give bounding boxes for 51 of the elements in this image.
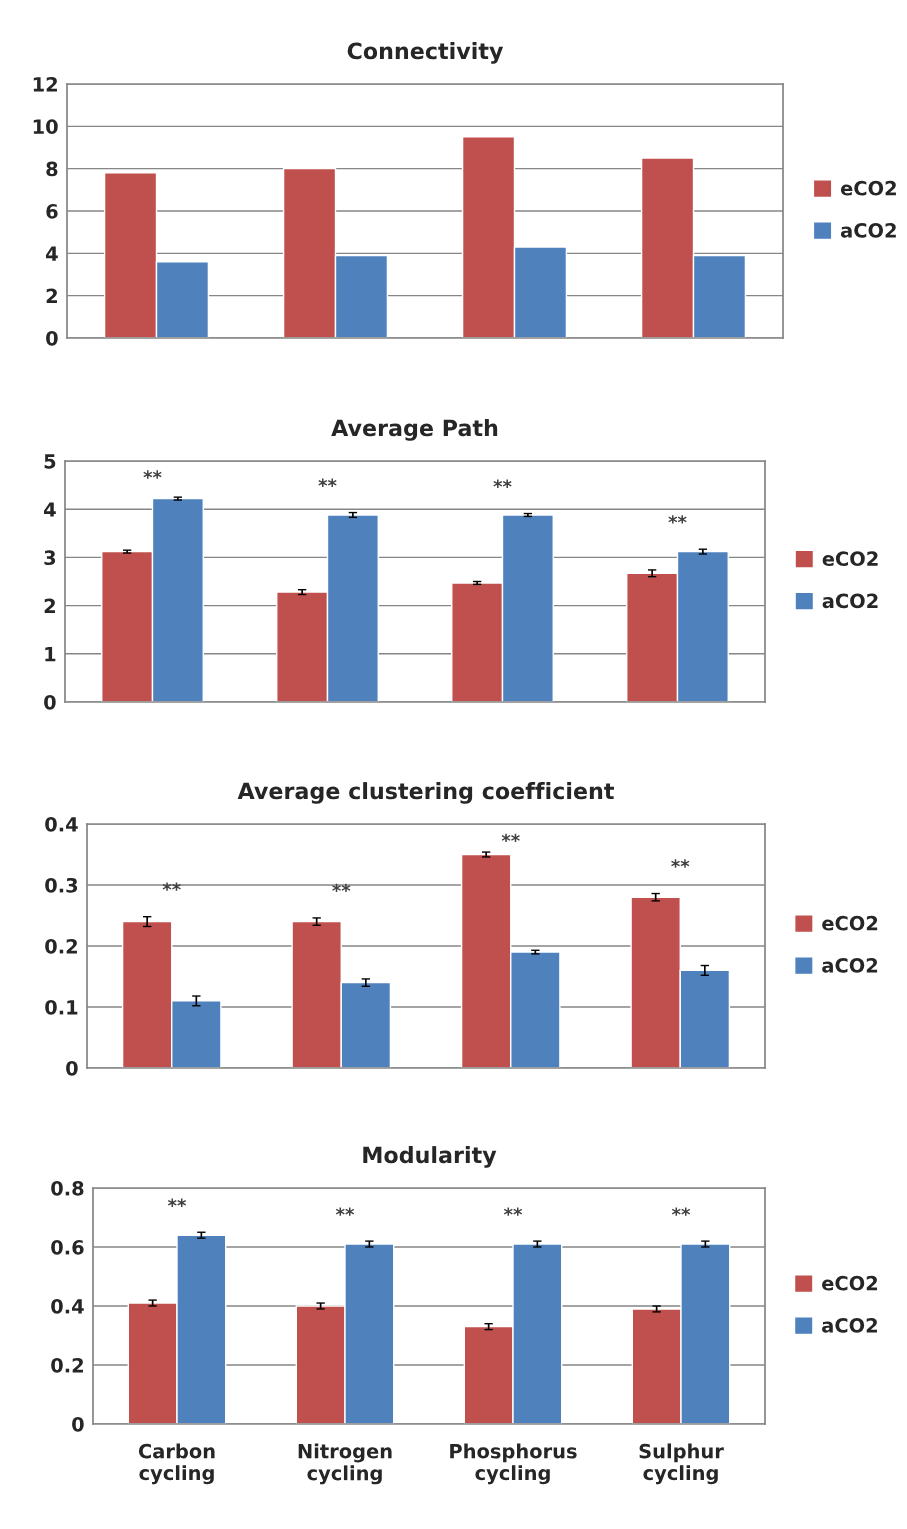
chart-title: Average Path <box>331 419 498 441</box>
y-tick-label: 4 <box>44 502 56 517</box>
y-tick-label: 2 <box>46 288 57 304</box>
y-tick-label: 0.6 <box>51 1239 84 1255</box>
y-tick-label: 0 <box>66 1060 78 1076</box>
annotation: ** <box>332 883 351 893</box>
annotation: ** <box>335 1207 355 1216</box>
annotation: ** <box>143 470 162 479</box>
x-tick-label: Nitrogen cycling <box>298 1443 392 1485</box>
chart-title: Average clustering coefficient <box>237 782 614 804</box>
annotation: ** <box>501 833 520 843</box>
legend-label: eCO2 <box>822 551 878 567</box>
legend-label: aCO2 <box>822 593 878 609</box>
legend-label: aCO2 <box>822 958 878 973</box>
annotation: ** <box>668 515 687 524</box>
y-tick-label: 0.4 <box>51 1298 84 1314</box>
annotation: ** <box>671 859 690 868</box>
y-tick-label: 0.1 <box>45 999 78 1015</box>
y-tick-label: 0 <box>44 694 56 710</box>
legend-label: eCO2 <box>840 180 896 196</box>
y-tick-label: 2 <box>44 598 55 613</box>
chart-title: Modularity <box>363 1146 497 1168</box>
y-tick-label: 0.8 <box>51 1180 84 1196</box>
annotation: ** <box>167 1198 187 1207</box>
y-tick-label: 3 <box>44 550 56 566</box>
x-tick-label: Sulphur cycling <box>639 1443 724 1485</box>
annotation: ** <box>503 1207 523 1216</box>
y-tick-label: 1 <box>45 647 56 662</box>
annotation: ** <box>493 479 512 488</box>
y-tick-label: 8 <box>46 161 58 177</box>
y-tick-label: 0.2 <box>45 938 77 954</box>
y-tick-label: 0.3 <box>45 877 78 893</box>
annotation: ** <box>318 478 337 487</box>
x-tick-label: Carbon cycling <box>138 1443 215 1485</box>
y-tick-label: 0 <box>72 1416 84 1432</box>
legend-label: eCO2 <box>822 1275 878 1291</box>
y-tick-label: 0.4 <box>45 816 78 832</box>
legend-label: eCO2 <box>822 915 878 931</box>
y-tick-label: 6 <box>46 203 58 219</box>
legend-label: aCO2 <box>840 223 896 238</box>
y-tick-label: 5 <box>44 454 56 469</box>
legend-label: aCO2 <box>822 1318 877 1333</box>
y-tick-label: 12 <box>33 76 57 92</box>
chart-title: Connectivity <box>347 42 504 64</box>
y-tick-label: 0 <box>46 330 58 346</box>
annotation: ** <box>162 882 181 891</box>
y-tick-label: 0.2 <box>51 1357 83 1373</box>
annotation: ** <box>671 1207 691 1216</box>
x-tick-label: Phosphorus cycling <box>450 1443 577 1485</box>
y-tick-label: 10 <box>33 119 58 134</box>
y-tick-label: 4 <box>46 246 58 261</box>
